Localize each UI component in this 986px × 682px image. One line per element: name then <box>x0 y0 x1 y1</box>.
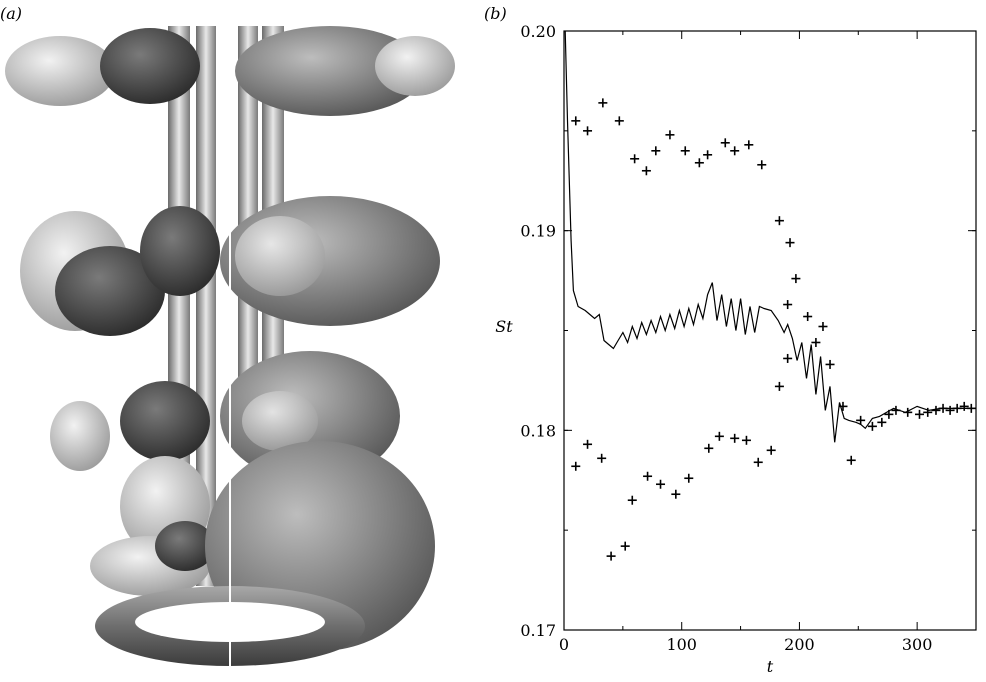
plus-marker <box>931 405 941 415</box>
plus-marker <box>703 150 713 160</box>
y-tick-label: 0.20 <box>520 22 556 41</box>
panel-b-label: (b) <box>484 4 507 23</box>
plus-marker <box>774 381 784 391</box>
plus-marker <box>838 401 848 411</box>
plus-marker <box>571 461 581 471</box>
plus-marker <box>680 146 690 156</box>
plus-marker <box>818 322 828 332</box>
plus-marker <box>945 405 955 415</box>
x-axis-label: t <box>767 657 774 676</box>
x-axis-ticks: 0 100 200 300 <box>559 31 933 654</box>
plus-marker <box>630 154 640 164</box>
plus-marker <box>766 445 776 455</box>
plus-marker <box>846 455 856 465</box>
y-tick-label: 0.18 <box>520 421 556 440</box>
plus-marker <box>598 98 608 108</box>
plus-marker <box>656 479 666 489</box>
plus-marker <box>643 471 653 481</box>
x-tick-label: 0 <box>559 635 569 654</box>
plus-marker <box>959 401 969 411</box>
x-tick-label: 200 <box>784 635 815 654</box>
plus-marker <box>785 238 795 248</box>
plus-marker <box>730 146 740 156</box>
plus-marker <box>856 415 866 425</box>
plus-marker <box>825 359 835 369</box>
plus-marker <box>597 453 607 463</box>
y-axis-ticks: 0.17 0.18 0.19 0.20 <box>520 22 976 640</box>
y-tick-label: 0.19 <box>520 222 556 241</box>
plot-frame <box>563 30 977 631</box>
y-tick-label: 0.17 <box>520 621 556 640</box>
plus-marker <box>891 405 901 415</box>
plus-marker <box>720 138 730 148</box>
plus-marker <box>665 130 675 140</box>
plus-marker <box>811 337 821 347</box>
series-markers <box>571 98 976 561</box>
plus-marker <box>583 126 593 136</box>
plus-marker <box>783 300 793 310</box>
plus-marker <box>704 443 714 453</box>
series-line <box>564 30 976 443</box>
x-tick-label: 100 <box>666 635 697 654</box>
plus-marker <box>867 421 877 431</box>
plus-marker <box>774 216 784 226</box>
y-axis-label: St <box>495 317 513 336</box>
plus-marker <box>938 403 948 413</box>
plus-marker <box>641 166 651 176</box>
plus-marker <box>583 439 593 449</box>
plus-marker <box>791 274 801 284</box>
plus-marker <box>684 473 694 483</box>
plus-marker <box>903 407 913 417</box>
plus-marker <box>730 433 740 443</box>
plus-marker <box>651 146 661 156</box>
panel-a-label: (a) <box>0 4 23 23</box>
plus-marker <box>803 312 813 322</box>
plus-marker <box>783 353 793 363</box>
plus-marker <box>753 457 763 467</box>
plus-marker <box>914 409 924 419</box>
plus-marker <box>952 403 962 413</box>
vortex-isosurface-render <box>5 26 455 666</box>
plus-marker <box>884 409 894 419</box>
plus-marker <box>614 116 624 126</box>
plus-marker <box>571 116 581 126</box>
plus-marker <box>757 160 767 170</box>
plus-marker <box>877 417 887 427</box>
plus-marker <box>923 407 933 417</box>
plus-marker <box>714 431 724 441</box>
plus-marker <box>671 489 681 499</box>
x-tick-label: 300 <box>902 635 933 654</box>
plus-marker <box>741 435 751 445</box>
plus-marker <box>627 495 637 505</box>
st-vs-t-chart: 0 100 200 300 0.17 0.18 0.19 0.20 t St <box>495 22 977 676</box>
plus-marker <box>966 403 976 413</box>
plus-marker <box>620 541 630 551</box>
plus-marker <box>744 140 754 150</box>
plus-marker <box>606 551 616 561</box>
plus-marker <box>694 158 704 168</box>
